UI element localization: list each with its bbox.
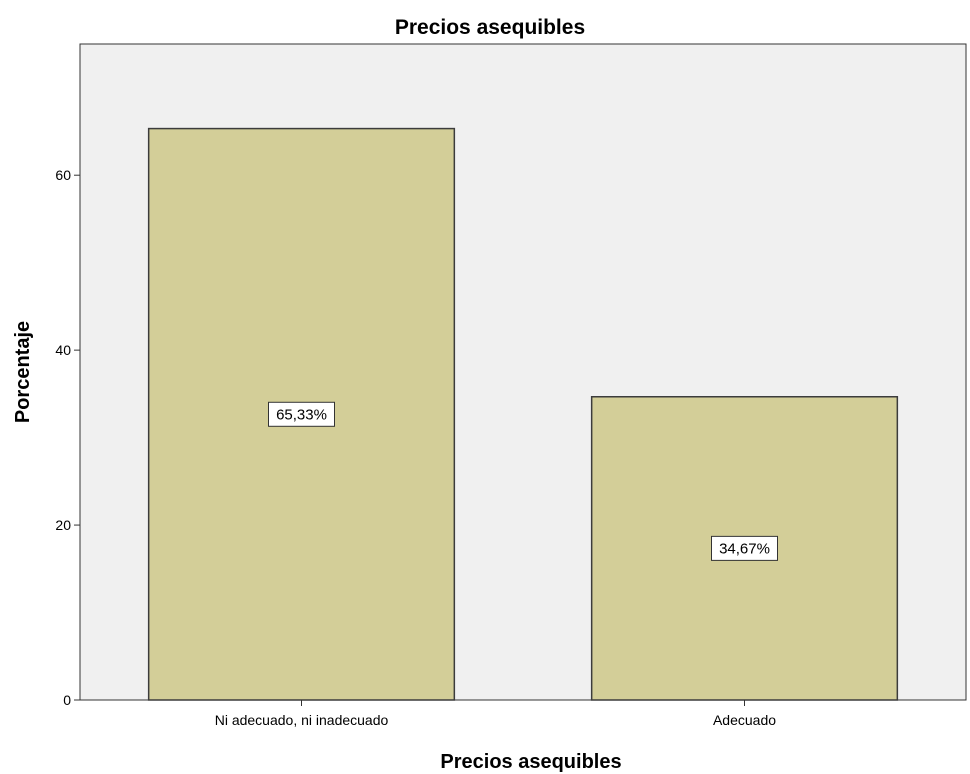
y-axis-title: Porcentaje [12, 321, 34, 423]
x-axis-title: Precios asequibles [440, 751, 621, 773]
x-axis: Ni adecuado, ni inadecuado Adecuado [215, 700, 776, 728]
data-label-box [268, 401, 335, 427]
y-tick-label: 20 [55, 517, 71, 533]
x-tick-label: Ni adecuado, ni inadecuado [215, 712, 389, 728]
data-label-box [711, 535, 778, 561]
y-tick-label: 60 [55, 167, 71, 183]
data-label: 65,33% [276, 406, 327, 423]
y-tick-label: 0 [63, 692, 71, 708]
data-labels-group: 65,33% 34,67% [268, 401, 778, 561]
chart-title: Precios asequibles [395, 16, 585, 39]
y-axis: 0 20 40 60 [55, 167, 80, 708]
data-label: 34,67% [719, 540, 770, 557]
x-tick-label: Adecuado [713, 712, 776, 728]
y-tick-label: 40 [55, 342, 71, 358]
